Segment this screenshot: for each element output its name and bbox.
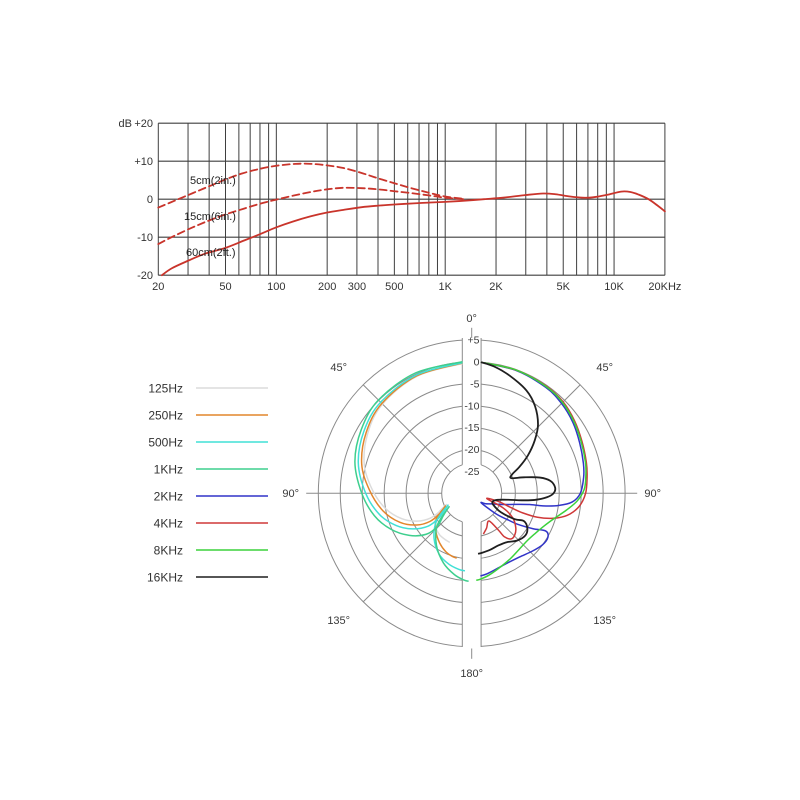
polar-curve-125hz — [363, 362, 463, 544]
polar-spoke-135 — [489, 511, 581, 603]
polar-ring-label: -10 — [464, 400, 479, 412]
legend-label-500hz: 500Hz — [148, 436, 183, 450]
polar-ring-label: -25 — [464, 466, 479, 478]
polar-curve-16khz — [477, 361, 557, 555]
polar-angle-label-45-right: 45° — [596, 362, 613, 374]
polar-angle-label-45-left: 45° — [330, 362, 347, 374]
polar-angle-label-90-right: 90° — [644, 488, 661, 500]
fr-x-tick-label: 1K — [438, 281, 452, 293]
polar-angle-label-180: 180° — [460, 668, 483, 680]
fr-x-tick-label: 200 — [318, 281, 336, 293]
polar-angle-label-0: 0° — [466, 313, 477, 325]
fr-curve-15cm-6in — [157, 186, 466, 245]
fr-curve-label-60cm-2ft: 60cm(2ft.) — [186, 247, 236, 259]
fr-grid — [157, 122, 666, 276]
legend-label-4khz: 4KHz — [154, 517, 183, 531]
legend-label-16khz: 16KHz — [147, 571, 183, 585]
polar-pattern-chart: +5 0 -5 -10 -15 -20 -25 0° 45° 45° 90° 90° 135° 135°… — [147, 313, 661, 680]
polar-ring-label: -15 — [464, 422, 479, 434]
polar-ring-label: 0 — [474, 356, 480, 368]
fr-x-tick-label: 100 — [267, 281, 285, 293]
legend-label-8khz: 8KHz — [154, 544, 183, 558]
fr-x-tick-label: 500 — [385, 281, 403, 293]
fr-x-tick-label: 20 — [152, 281, 164, 293]
frequency-response-chart: +20 +10 0 -10 -20 dB 20 50 100 200 300 500 1K 2K 5K 10… — [119, 118, 682, 293]
polar-disc-arc-left — [441, 464, 463, 523]
fr-x-tick-label: 10K — [604, 281, 624, 293]
fr-x-axis-labels: 20 50 100 200 300 500 1K 2K 5K 10K 20KHz — [152, 281, 681, 293]
fr-x-tick-label: 5K — [556, 281, 570, 293]
polar-angle-label-135-right: 135° — [593, 615, 616, 627]
polar-angle-label-135-left: 135° — [327, 615, 350, 627]
polar-angle-label-90-left: 90° — [282, 488, 299, 500]
fr-x-tick-label: 20KHz — [648, 281, 681, 293]
fr-curve-60cm-2ft — [160, 190, 666, 277]
polar-ring-label: -20 — [464, 444, 479, 456]
fr-y-axis-unit: dB — [119, 118, 132, 130]
fr-x-tick-label: 50 — [219, 281, 231, 293]
polar-disc-arc-right — [480, 464, 503, 523]
fr-curve-label-15cm-6in: 15cm(6in.) — [184, 211, 236, 223]
fr-curves — [157, 162, 666, 277]
fr-y-tick-label: -10 — [137, 232, 153, 244]
polar-angle-labels: 0° 45° 45° 90° 90° 135° 135° 180° — [282, 313, 661, 680]
polar-curve-250hz — [360, 362, 463, 559]
polar-center-keyhole — [441, 338, 503, 649]
polar-curve-4khz — [480, 361, 588, 540]
polar-spoke-45 — [362, 384, 454, 476]
polar-ring-label: -5 — [470, 378, 479, 390]
fr-curve-labels: 5cm(2in.) 15cm(6in.) 60cm(2ft.) — [184, 175, 236, 259]
legend-label-250hz: 250Hz — [148, 409, 183, 423]
legend-label-2khz: 2KHz — [154, 490, 183, 504]
polar-legend: 125Hz 250Hz 500Hz 1KHz 2KHz 4KHz 8KHz 16KHz — [147, 382, 268, 585]
fr-x-tick-label: 2K — [489, 281, 503, 293]
fr-x-tick-label: 300 — [348, 281, 366, 293]
polar-curve-1khz — [354, 361, 469, 582]
fr-y-tick-label: +10 — [134, 156, 153, 168]
polar-spoke-45 — [489, 384, 581, 476]
polar-curves — [354, 361, 588, 582]
fr-y-axis-labels: +20 +10 0 -10 -20 dB — [119, 118, 153, 282]
polar-curve-2khz — [480, 361, 585, 577]
polar-ring-label: +5 — [468, 334, 480, 346]
legend-label-125hz: 125Hz — [148, 382, 183, 396]
fr-curve-5cm-2in — [157, 162, 466, 209]
polar-curve-8khz — [476, 361, 587, 582]
fr-y-tick-label: -20 — [137, 270, 153, 282]
polar-ring-labels: +5 0 -5 -10 -15 -20 -25 — [464, 334, 479, 478]
legend-label-1khz: 1KHz — [154, 463, 183, 477]
polar-spoke-135 — [362, 511, 454, 603]
fr-y-tick-label: +20 — [134, 118, 153, 130]
fr-curve-label-5cm-2in: 5cm(2in.) — [190, 175, 236, 187]
fr-y-tick-label: 0 — [147, 194, 153, 206]
